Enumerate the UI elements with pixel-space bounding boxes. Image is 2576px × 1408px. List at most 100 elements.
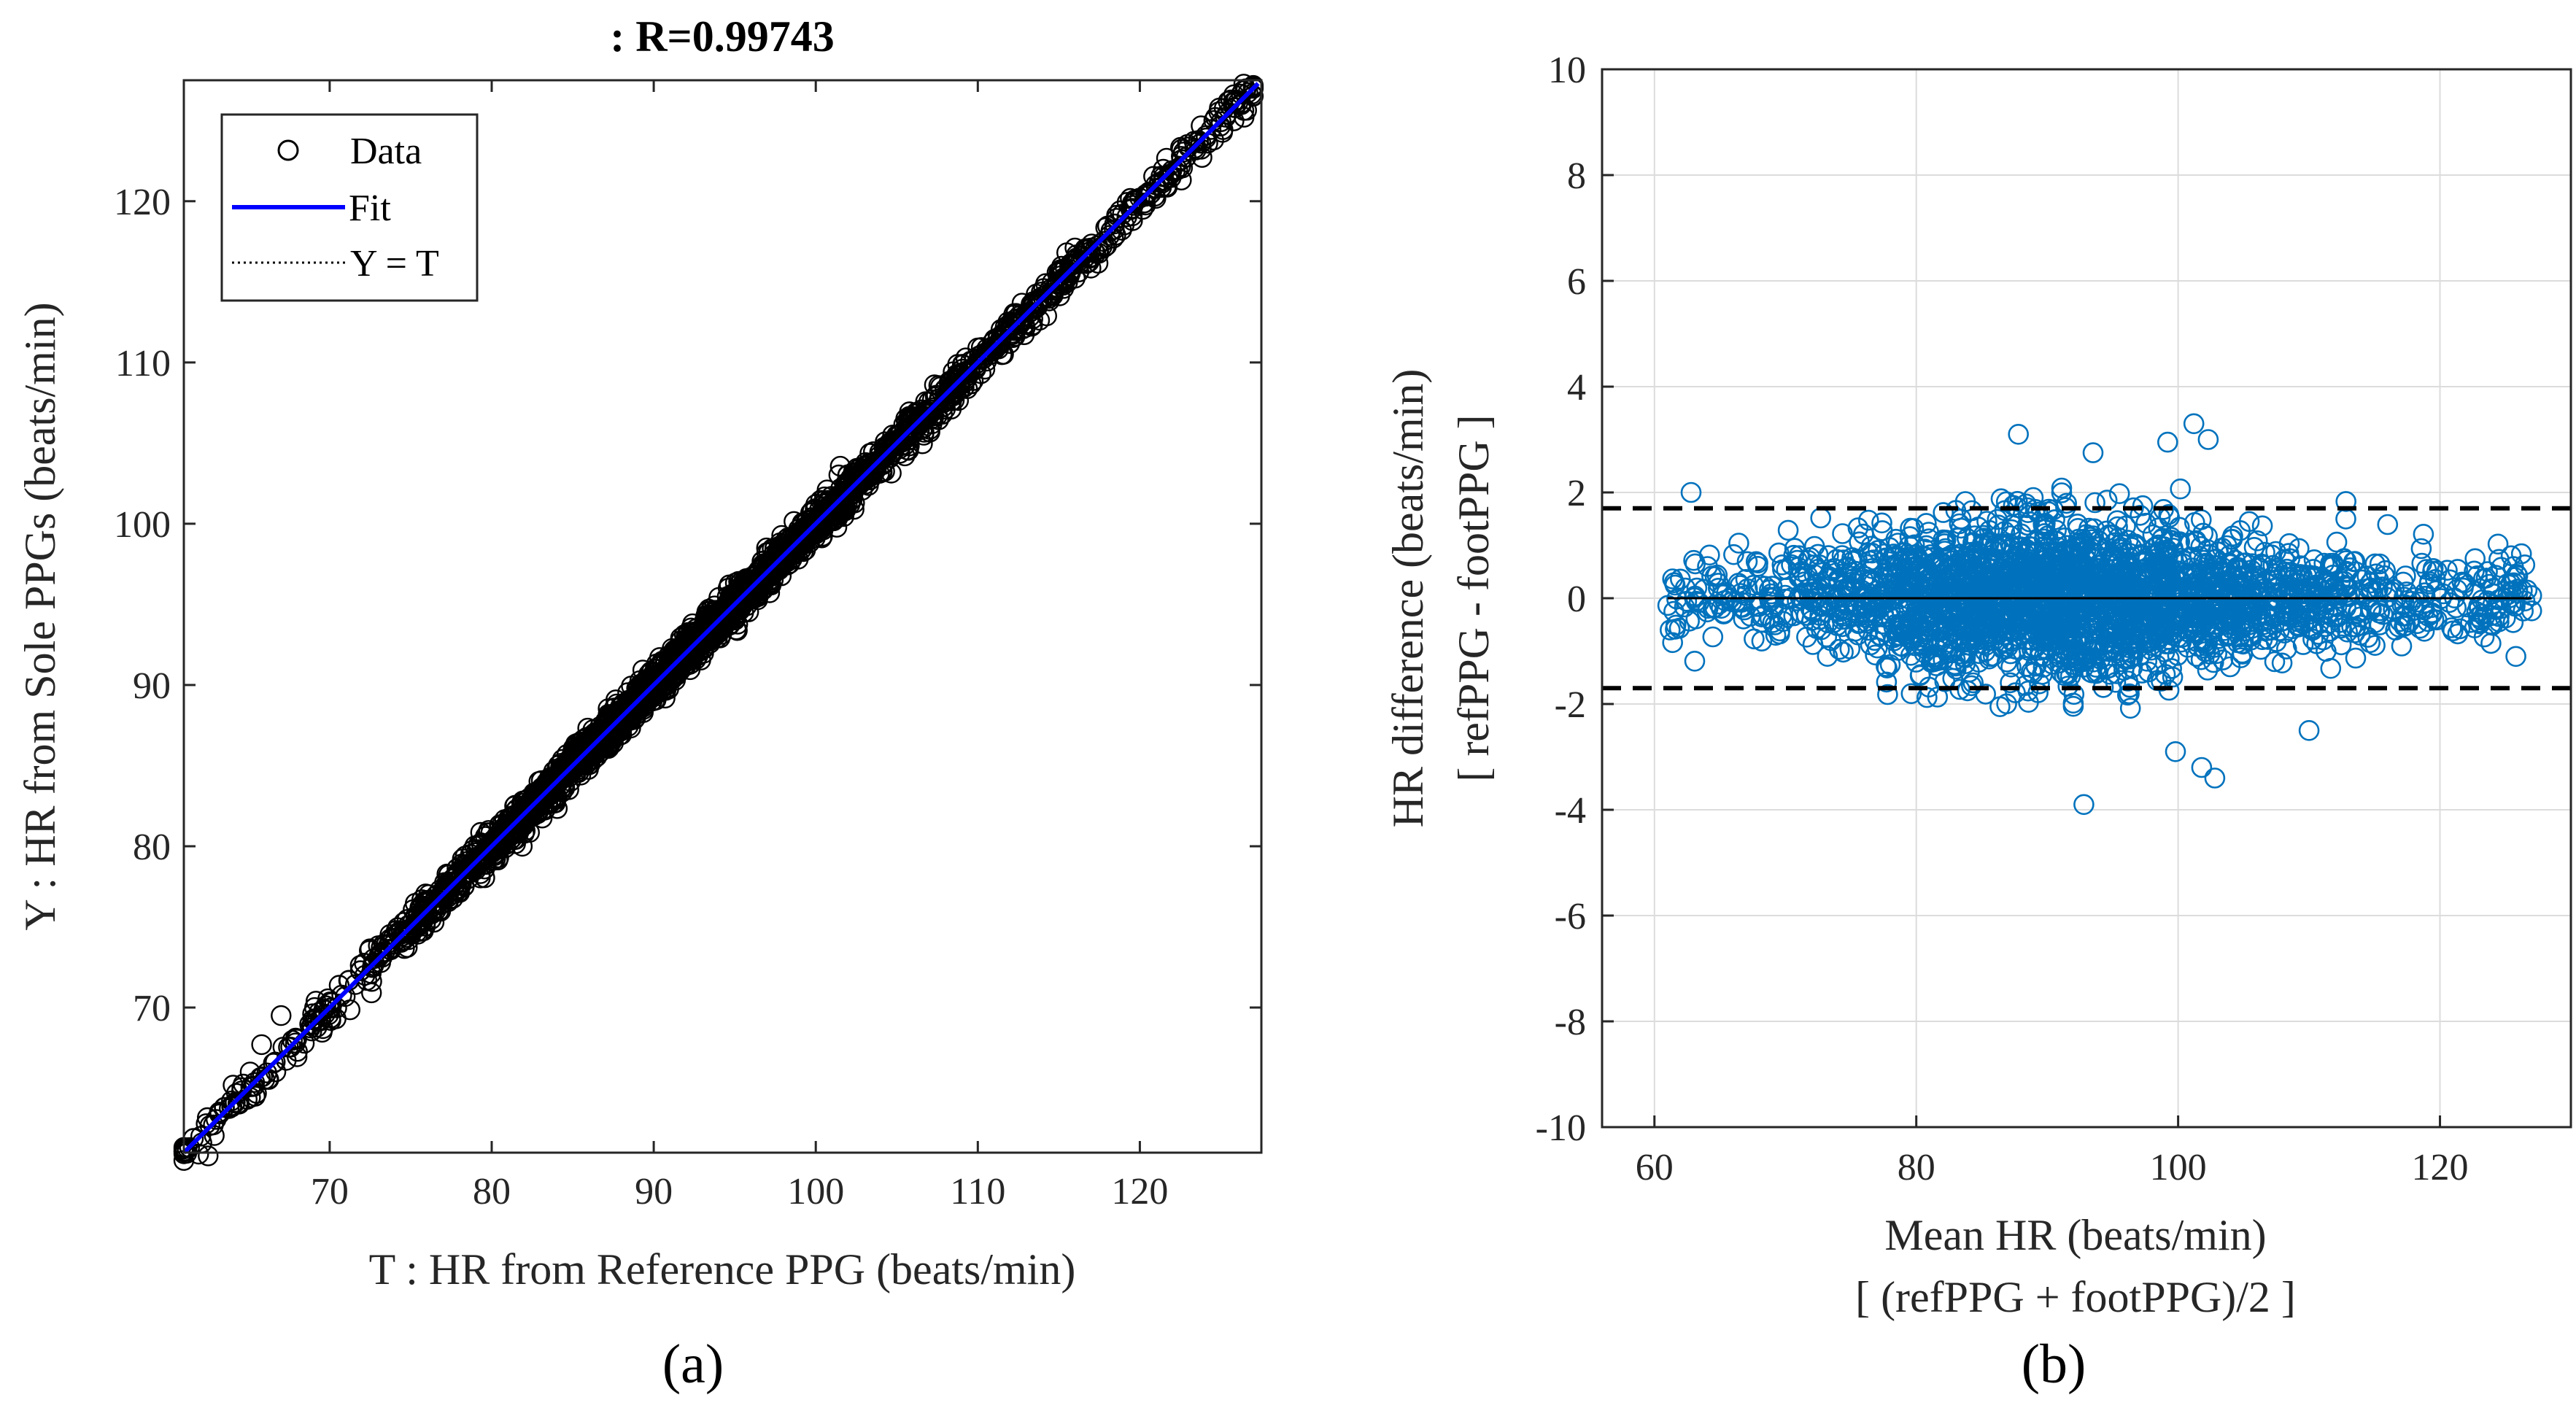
- data-point: [1860, 634, 1881, 656]
- data-point: [2000, 525, 2022, 546]
- data-point: [552, 763, 573, 784]
- panel-a-legend: Data Fit Y = T: [220, 113, 479, 302]
- data-point: [481, 831, 503, 852]
- data-point: [976, 341, 998, 363]
- data-point: [798, 522, 820, 544]
- data-point: [204, 1125, 225, 1146]
- data-point: [1129, 187, 1150, 209]
- data-point: [805, 515, 827, 537]
- data-point: [335, 986, 356, 1007]
- data-point: [1000, 315, 1022, 336]
- data-point: [560, 770, 581, 792]
- data-point: [320, 992, 342, 1013]
- data-point: [451, 868, 472, 889]
- data-point: [320, 997, 342, 1018]
- data-point: [1056, 242, 1078, 263]
- panel-b-data-points: [1657, 413, 2542, 816]
- data-point: [2265, 631, 2287, 652]
- data-point: [2345, 647, 2367, 669]
- data-point: [1927, 650, 1948, 672]
- data-point: [848, 473, 870, 494]
- data-point: [300, 1017, 321, 1039]
- data-point: [2302, 628, 2324, 650]
- data-point: [805, 510, 827, 531]
- data-point: [1169, 156, 1191, 177]
- data-point: [209, 1103, 231, 1125]
- data-point: [2136, 650, 2158, 672]
- data-point: [2276, 638, 2297, 659]
- data-point: [503, 809, 525, 830]
- data-point: [961, 374, 982, 395]
- data-point: [589, 730, 610, 752]
- data-point: [2377, 514, 2399, 535]
- data-point: [829, 455, 851, 477]
- data-point: [441, 872, 463, 894]
- data-point: [1957, 680, 1979, 702]
- data-point: [1847, 517, 1869, 538]
- data-point: [2447, 559, 2468, 580]
- data-point: [1749, 574, 1771, 596]
- data-point: [2068, 595, 2089, 617]
- data-point: [1934, 670, 1956, 692]
- data-point: [2264, 651, 2286, 673]
- data-point: [2027, 501, 2049, 523]
- data-point: [1662, 632, 1683, 654]
- data-point: [2119, 697, 2141, 719]
- data-point: [1171, 149, 1192, 171]
- panel-a-y-tick-label: 80: [133, 827, 171, 868]
- panel-a-title: : R=0.99743: [610, 12, 835, 61]
- data-point: [1914, 592, 1935, 614]
- data-point: [1723, 544, 1744, 565]
- data-point: [263, 1053, 284, 1074]
- data-point: [328, 975, 350, 996]
- data-point: [310, 1010, 331, 1032]
- data-point: [411, 902, 433, 923]
- data-point: [2197, 659, 2219, 681]
- data-point: [2051, 482, 2073, 503]
- data-point: [1858, 509, 1879, 531]
- panel-a-y-tick-label: 120: [114, 182, 171, 223]
- data-point: [1865, 644, 1886, 666]
- panel-a-y-tick-label: 90: [133, 665, 171, 707]
- data-point: [562, 755, 584, 777]
- panel-a-caption: (a): [662, 1334, 724, 1395]
- panel-a-x-tick-label: 110: [950, 1171, 1005, 1212]
- data-point: [1069, 253, 1090, 274]
- data-point: [1242, 77, 1264, 99]
- data-point: [2148, 517, 2170, 539]
- data-point: [1005, 309, 1026, 330]
- data-point: [287, 1046, 308, 1067]
- data-point: [285, 1032, 306, 1053]
- data-point: [198, 1145, 219, 1167]
- data-point: [371, 943, 392, 964]
- data-point: [392, 923, 414, 944]
- panel-a-x-tick-label: 80: [473, 1171, 511, 1212]
- data-point: [1684, 650, 1706, 672]
- data-point: [1832, 523, 1853, 544]
- data-point: [1231, 83, 1252, 105]
- data-point: [1836, 581, 1858, 603]
- data-point: [2192, 522, 2214, 544]
- data-point: [1989, 696, 2011, 718]
- data-point: [1676, 590, 1698, 612]
- data-point: [1768, 542, 1790, 564]
- data-point: [2005, 682, 2026, 703]
- data-point: [991, 344, 1013, 365]
- data-point: [1787, 590, 1808, 611]
- data-point: [1876, 671, 1898, 693]
- data-point: [2375, 560, 2396, 581]
- data-point: [2422, 557, 2444, 579]
- panel-a-axes-box: [182, 79, 1263, 1154]
- data-point: [967, 337, 989, 359]
- data-point: [620, 693, 641, 715]
- data-point: [1200, 119, 1222, 140]
- data-point: [1039, 279, 1060, 301]
- data-point: [214, 1096, 235, 1118]
- data-point: [1916, 513, 1937, 534]
- data-point: [756, 537, 777, 559]
- data-point: [1153, 169, 1175, 191]
- data-point: [943, 361, 964, 382]
- data-point: [2212, 649, 2234, 670]
